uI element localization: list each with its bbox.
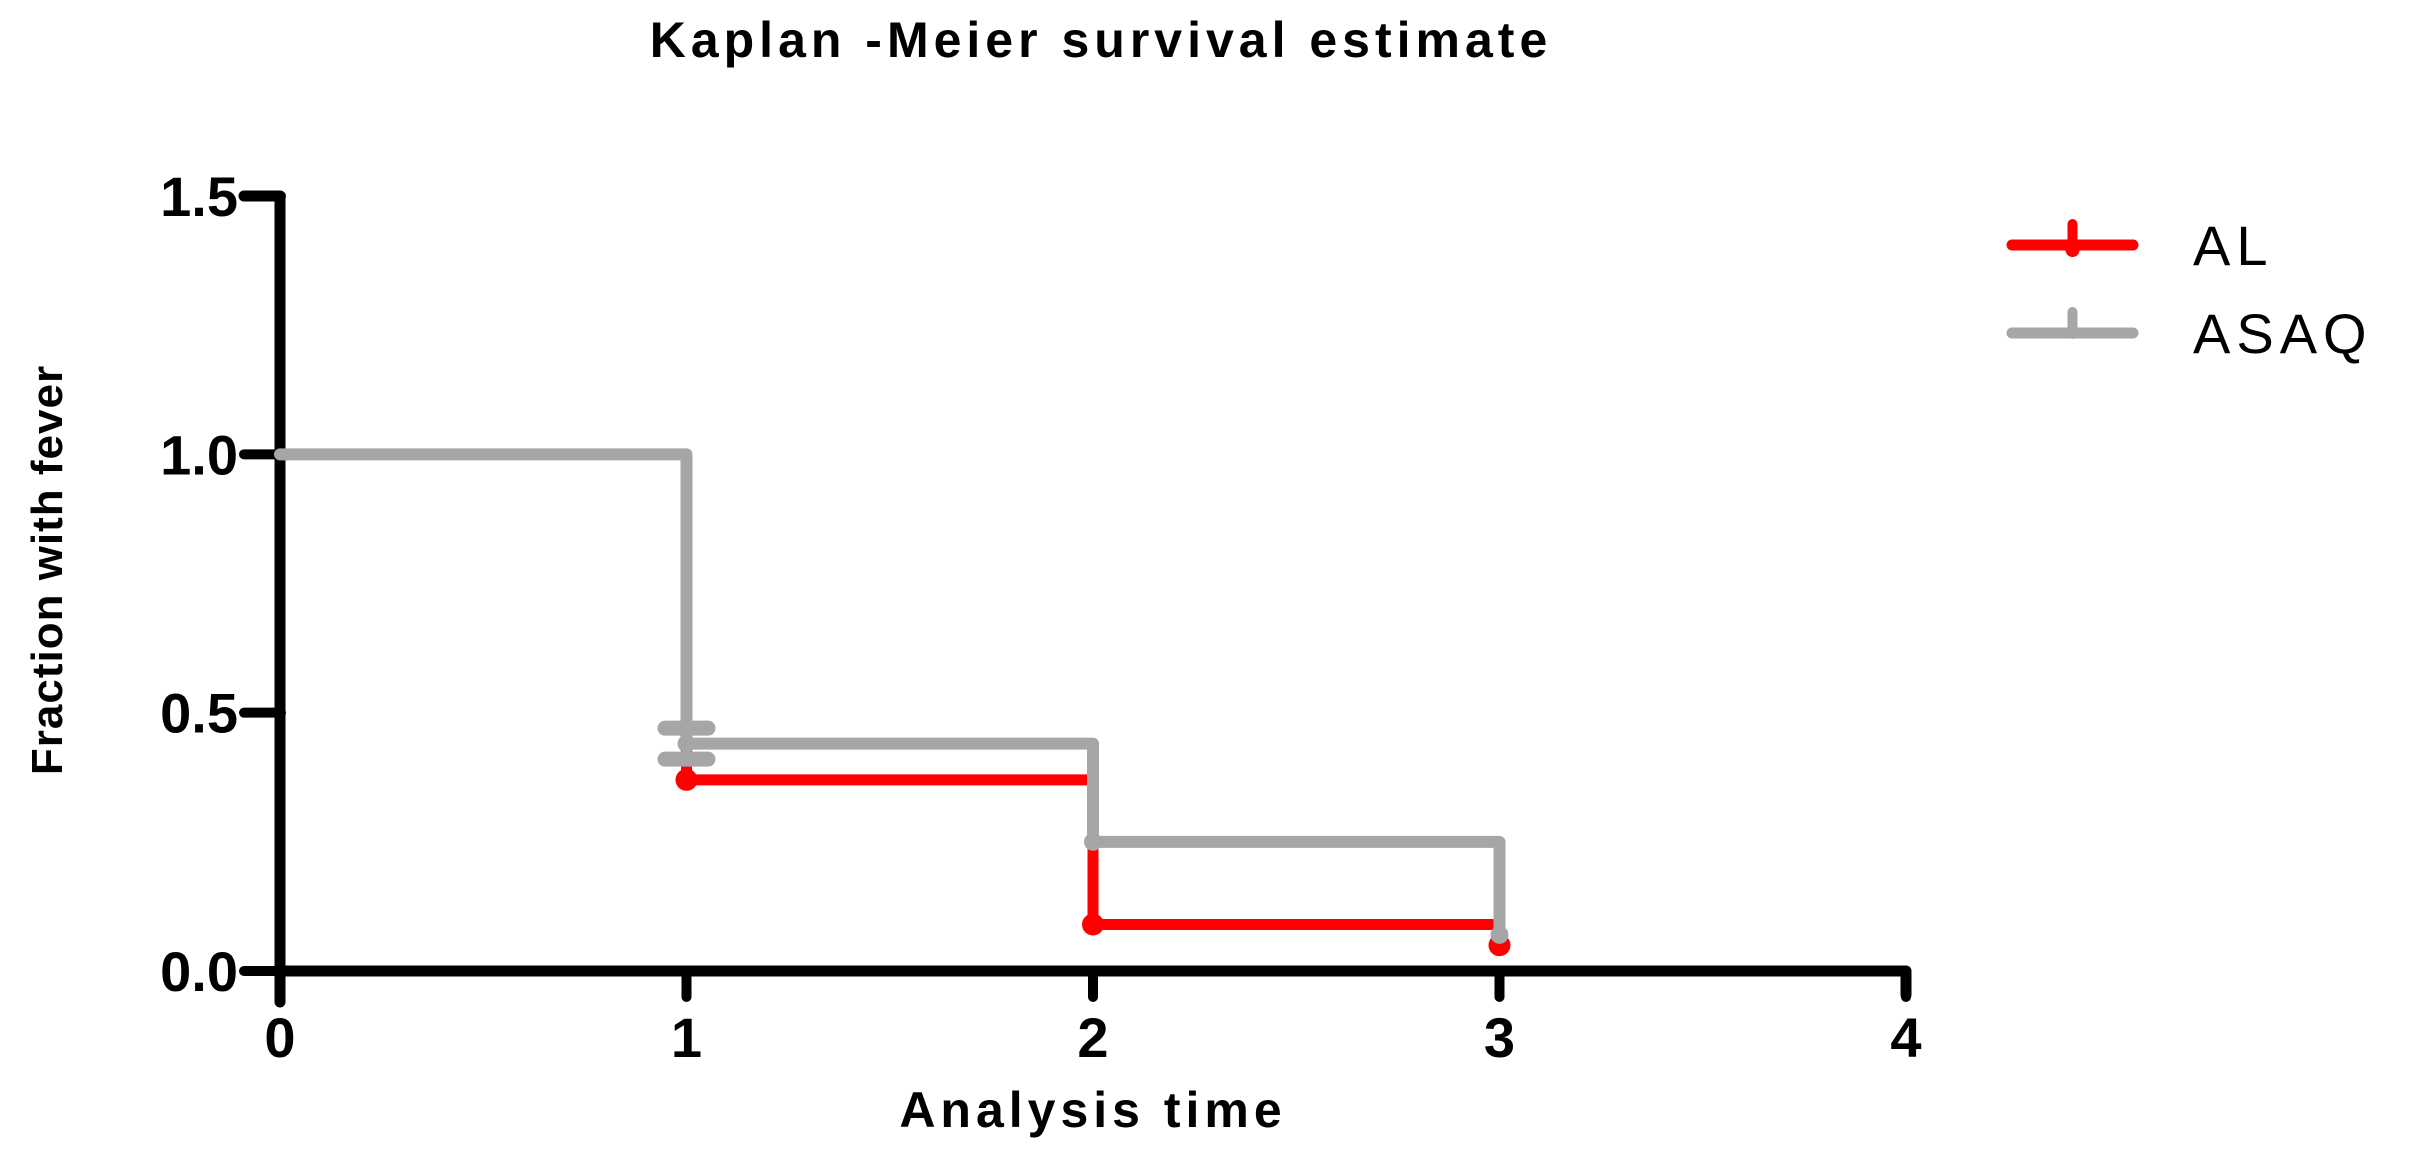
corner-dot	[1490, 925, 1509, 944]
x-tick-label: 1	[671, 1006, 702, 1069]
event-marker-dot	[675, 768, 698, 791]
x-tick-label: 2	[1077, 1006, 1108, 1069]
y-tick-label: 0.0	[160, 940, 238, 1003]
x-axis-label: Analysis time	[899, 1082, 1286, 1138]
event-marker-dot	[1082, 913, 1104, 936]
corner-dot	[677, 734, 696, 753]
chart-title: Kaplan -Meier survival estimate	[650, 12, 1553, 68]
survival-curve-asaq	[274, 448, 1506, 941]
legend: AL ASAQ	[2006, 214, 2373, 365]
series-layer	[274, 448, 1511, 957]
survival-curve-al	[274, 448, 1505, 951]
corner-dot	[1084, 832, 1102, 851]
censor-tick-mark	[657, 751, 716, 767]
y-axis-label: Fraction with fever	[23, 365, 72, 775]
legend-label-asaq: ASAQ	[2193, 302, 2373, 365]
legend-marker-dot	[2065, 243, 2080, 257]
axes	[238, 190, 1912, 1008]
x-tick-label: 4	[1890, 1006, 1921, 1069]
x-tick-label: 0	[264, 1006, 295, 1069]
legend-label-al: AL	[2193, 214, 2274, 277]
y-tick-label: 0.5	[160, 682, 238, 745]
x-tick-label: 3	[1484, 1006, 1515, 1069]
tick-labels: 1.5 1.0 0.5 0.0 0 1 2 3 4	[160, 165, 1921, 1069]
y-axis	[238, 190, 286, 1008]
y-tick-label: 1.0	[160, 423, 238, 486]
y-tick-label: 1.5	[160, 165, 238, 228]
censor-tick-mark	[657, 720, 716, 736]
